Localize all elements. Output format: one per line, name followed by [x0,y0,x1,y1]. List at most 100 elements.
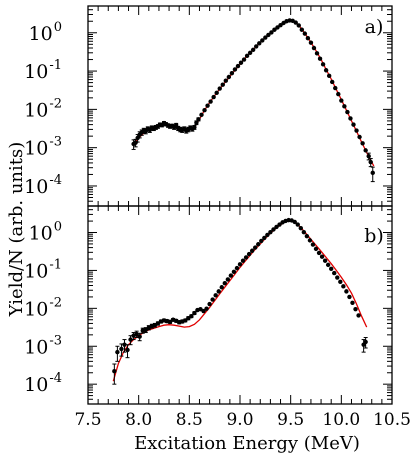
panel-b-fit-layer [112,219,368,382]
data-point [207,301,212,307]
data-point [363,339,368,345]
data-point [317,56,323,61]
data-point [254,44,259,49]
data-point [366,153,371,159]
data-point [356,313,361,318]
data-point [342,104,347,109]
data-point [241,57,247,62]
data-point [313,246,319,252]
data-point [260,38,265,43]
data-point [194,120,199,125]
y-tick-label: 10-2 [24,295,62,320]
data-point [268,229,273,235]
data-point [208,99,213,104]
x-tick-label: 9.5 [277,410,304,430]
data-point [269,30,274,35]
data-point [249,248,255,253]
panel-a-label: a) [365,16,384,38]
data-point [263,35,268,40]
data-point [266,32,271,38]
data-point [345,109,350,115]
data-point [192,125,197,130]
data-point [137,334,142,339]
data-point [226,74,232,80]
data-point [319,254,325,259]
data-point [311,45,317,51]
data-point [250,47,256,52]
data-point [333,85,338,91]
panel-a: a) 10-4 10-3 10-2 10-1 100 [24,5,393,207]
data-point [344,289,349,294]
data-point [232,67,238,72]
y-tick-label: 10-3 [24,333,62,358]
data-point [320,62,326,67]
data-point [256,242,261,247]
panel-b-point-layer [112,217,368,385]
data-point [231,269,237,274]
data-point [347,294,352,300]
data-point [210,297,215,302]
data-point [308,40,314,45]
panel-b: b) 10-4 10-3 10-2 10-1 100 7.5 8.0 8.5 9.0 9.5 10… [24,205,411,430]
data-point [322,258,328,263]
data-point [262,235,267,241]
data-point [298,225,303,231]
data-point [237,262,243,267]
data-point [240,258,246,263]
data-point [310,242,316,247]
data-point [275,25,280,30]
data-point [360,141,365,146]
data-point [253,245,258,250]
x-tick-label: 7.5 [74,410,101,430]
x-axis-label: Excitation Energy (MeV) [134,433,360,454]
data-point [220,82,225,87]
x-tick-label: 10.5 [373,410,411,430]
data-point [125,347,130,353]
data-point [323,68,329,73]
data-point [205,103,210,108]
data-point [202,108,207,113]
y-tick-label: 100 [29,220,62,245]
data-point [228,273,234,278]
data-point [278,22,283,28]
data-point [302,31,308,36]
panel-b-y-tick-labels: 10-4 10-3 10-2 10-1 100 [24,220,62,397]
data-point [229,70,235,76]
data-point [223,78,229,83]
data-point [350,300,355,305]
data-point [217,86,222,91]
y-tick-label: 10-3 [24,135,62,160]
data-point [135,135,140,141]
data-point [292,219,297,225]
data-point [243,255,249,260]
y-tick-label: 10-1 [24,58,62,83]
data-point [247,50,253,55]
data-point [277,222,282,227]
data-point [189,314,194,319]
data-point [299,27,305,32]
data-point [225,277,231,282]
y-axis-label: Yield/N (arb. units) [6,142,27,318]
data-point [192,310,197,316]
data-point [316,250,322,256]
x-tick-label: 8.5 [176,410,203,430]
data-point [216,289,221,294]
data-point [274,224,279,230]
y-tick-label: 100 [29,20,62,45]
y-tick-label: 10-2 [24,96,62,121]
data-point [112,368,117,374]
x-tick-label: 9.0 [226,410,253,430]
panel-b-label: b) [364,225,384,247]
data-point [336,91,341,97]
data-point [295,222,300,227]
data-point [326,73,332,79]
data-point [257,41,262,46]
data-point [363,148,368,153]
data-point [368,159,373,165]
panel-b-x-tick-labels: 7.5 8.0 8.5 9.0 9.5 10.0 10.5 [74,410,410,430]
data-point [199,112,204,118]
data-point [271,227,276,232]
y-tick-label: 10-4 [24,371,62,396]
